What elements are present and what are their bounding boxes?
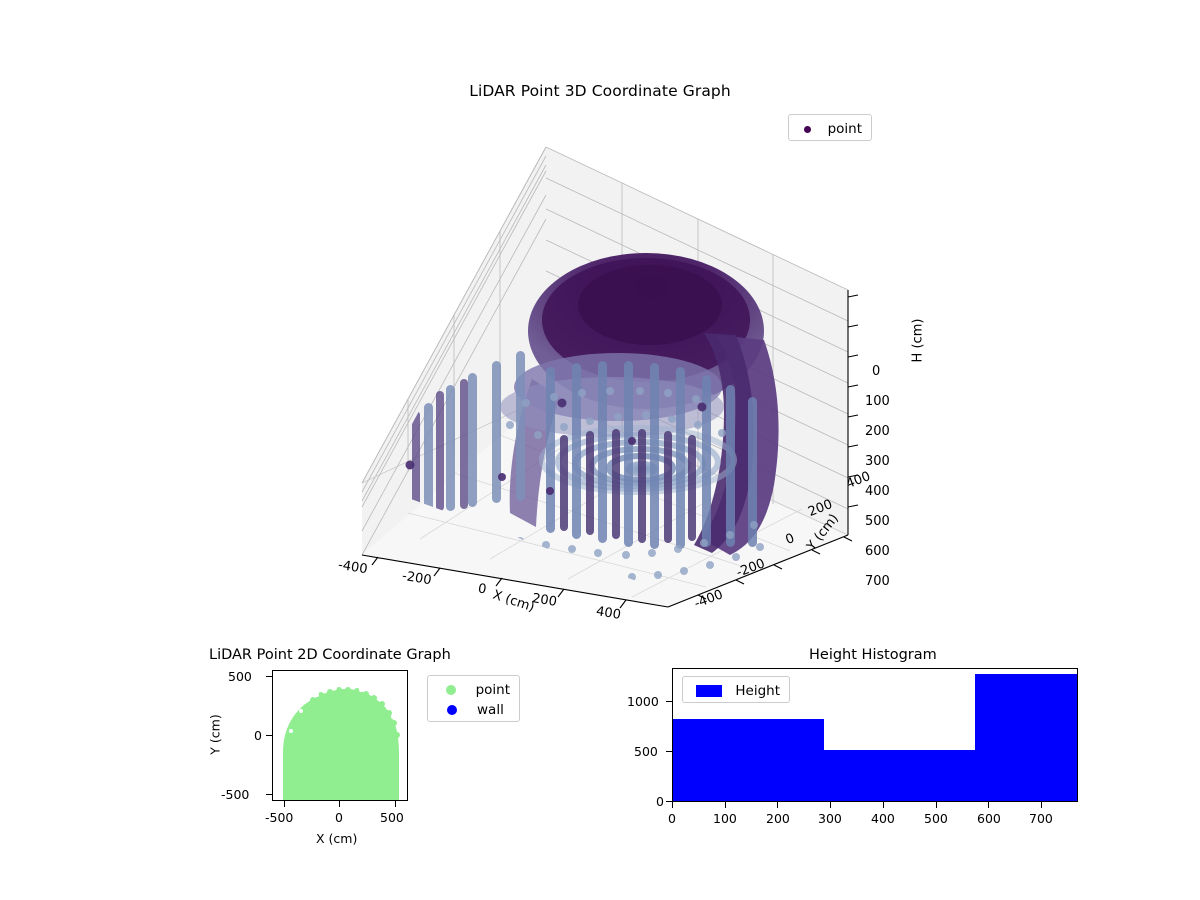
hist-xtick-mark-600: [988, 802, 990, 808]
scatter2d-ytick-500: 500: [228, 669, 252, 684]
scatter3d-title: LiDAR Point 3D Coordinate Graph: [469, 82, 731, 100]
hist-ytick-1000: 1000: [627, 694, 659, 709]
legend-item-point[interactable]: point: [435, 680, 510, 700]
hist-xtick-400: 400: [871, 811, 895, 826]
legend-item-height[interactable]: Height: [690, 681, 780, 701]
histogram-legend[interactable]: Height: [682, 676, 790, 703]
scatter2d-ytick-n500: -500: [221, 787, 250, 802]
histogram-bar-2[interactable]: [824, 750, 975, 801]
hist-ytick-500: 500: [634, 744, 658, 759]
ztick-500: 500: [865, 514, 890, 529]
point-spokes: [412, 351, 757, 549]
scatter2d-xtick-0: 0: [335, 810, 343, 825]
hist-xtick-200: 200: [766, 811, 790, 826]
legend-item-point[interactable]: point: [796, 119, 862, 139]
hist-ytick-0: 0: [656, 794, 664, 809]
ztick-400: 400: [865, 484, 890, 499]
hist-ytick-mark-0: [666, 801, 672, 803]
axes-tickmarks: [371, 294, 859, 609]
scatter2d-xtick-500: 500: [380, 810, 404, 825]
height-patch-icon: [690, 685, 727, 697]
hist-xtick-mark-300: [830, 802, 832, 808]
legend-label-wall: wall: [477, 702, 504, 718]
ztick-300: 300: [865, 454, 890, 469]
point-marker-icon: [796, 125, 820, 133]
ytick-mark-n500: [266, 794, 272, 796]
hist-xtick-mark-200: [777, 802, 779, 808]
scatter2d-title: LiDAR Point 2D Coordinate Graph: [209, 647, 451, 663]
scatter2d-legend[interactable]: point wall: [427, 675, 520, 722]
zaxis-label: H (cm): [910, 318, 926, 363]
legend-item-wall[interactable]: wall: [435, 700, 510, 720]
scatter3d-canvas: [361, 146, 859, 609]
xtick-mark-0: [339, 801, 341, 807]
hist-xtick-600: 600: [977, 811, 1001, 826]
scatter2d-ytick-0: 0: [254, 728, 262, 743]
hist-xtick-mark-100: [725, 802, 727, 808]
scatter3d-legend[interactable]: point: [788, 114, 872, 141]
point-marker-icon: [435, 685, 468, 695]
ytick-mark-500: [266, 676, 272, 678]
ztick-200: 200: [865, 424, 890, 439]
histogram-title: Height Histogram: [809, 647, 937, 663]
scatter2d-yaxis-label: Y (cm): [207, 714, 223, 755]
scatter2d-canvas: [283, 686, 400, 800]
hist-xtick-300: 300: [818, 811, 842, 826]
scatter2d-axes[interactable]: [272, 670, 408, 801]
legend-label-height: Height: [735, 683, 780, 699]
hist-xtick-mark-0: [672, 802, 674, 808]
scatter2d-xaxis-label: X (cm): [316, 831, 358, 846]
legend-label-point: point: [475, 682, 510, 698]
hist-ytick-mark-1000: [666, 701, 672, 703]
wall-marker-icon: [435, 705, 469, 715]
hist-xtick-0: 0: [668, 811, 676, 826]
hist-xtick-100: 100: [713, 811, 737, 826]
hist-xtick-mark-500: [936, 802, 938, 808]
ztick-600: 600: [865, 544, 890, 559]
point-cloud-3d: [402, 253, 779, 581]
legend-label-point: point: [827, 121, 862, 137]
scatter2d-xtick-n500: -500: [265, 810, 294, 825]
xtick-n400: -400: [337, 557, 369, 578]
hist-xtick-700: 700: [1029, 811, 1053, 826]
ztick-700: 700: [865, 574, 890, 589]
ztick-0: 0: [872, 364, 881, 379]
histogram-bar-1[interactable]: [673, 719, 824, 801]
scatter3d-axes[interactable]: 0 100 200 300 400 500 600 700 -400 -200 …: [337, 135, 925, 635]
xtick-mark-n500: [284, 801, 286, 807]
ytick-mark-0: [266, 735, 272, 737]
hist-ytick-mark-500: [666, 751, 672, 753]
hist-xtick-mark-400: [883, 802, 885, 808]
ztick-100: 100: [865, 394, 890, 409]
hist-xtick-mark-700: [1041, 802, 1043, 808]
hist-xtick-500: 500: [924, 811, 948, 826]
histogram-bar-3[interactable]: [975, 673, 1077, 801]
xtick-mark-500: [395, 801, 397, 807]
